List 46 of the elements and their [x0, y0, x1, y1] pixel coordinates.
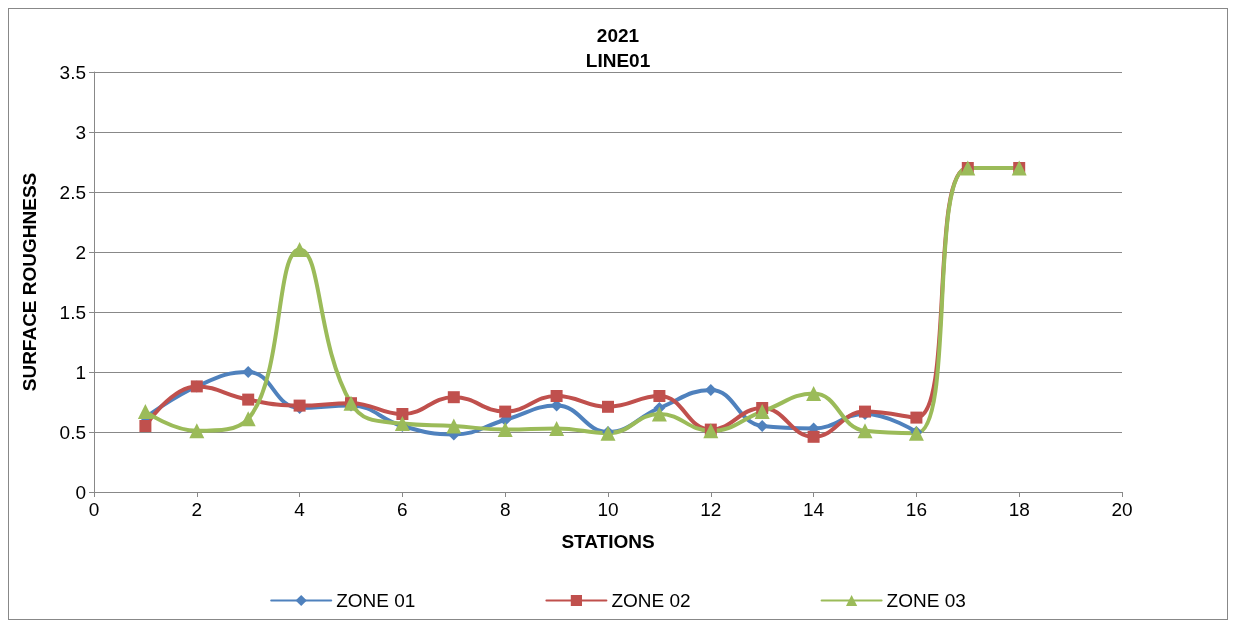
- x-tick-label: 2: [191, 499, 203, 520]
- point: [754, 404, 770, 420]
- point: [550, 390, 563, 402]
- y-tick-label: 3.5: [59, 61, 86, 83]
- point: [910, 411, 923, 424]
- x-tick-label: 20: [1111, 499, 1133, 520]
- y-tick-label: 2.5: [59, 181, 86, 203]
- y-tick-label: 1.5: [59, 301, 86, 323]
- point: [807, 430, 820, 443]
- legend-label: ZONE 02: [611, 590, 691, 611]
- x-axis-title: STATIONS: [561, 531, 655, 552]
- point: [653, 390, 666, 402]
- point: [396, 408, 409, 420]
- y-tick-label: 3: [75, 121, 86, 143]
- chart-subtitle: LINE01: [585, 50, 651, 71]
- x-tick-label: 8: [499, 499, 511, 520]
- point: [189, 423, 205, 439]
- point: [446, 418, 462, 434]
- point: [651, 406, 667, 422]
- point: [240, 411, 256, 427]
- x-tick-label: 12: [700, 499, 722, 520]
- point: [447, 391, 460, 404]
- x-tick-label: 18: [1008, 499, 1030, 520]
- chart-title: 2021: [596, 25, 640, 46]
- y-tick-label: 1: [75, 361, 86, 383]
- legend-label: ZONE 01: [336, 590, 416, 611]
- x-tick-label: 14: [803, 499, 825, 520]
- x-tick-label: 0: [88, 499, 100, 520]
- point: [497, 422, 513, 438]
- x-tick-label: 10: [597, 499, 619, 520]
- point: [394, 416, 410, 432]
- point: [292, 242, 308, 258]
- y-tick-label: 2: [75, 241, 86, 263]
- point: [806, 386, 822, 402]
- x-tick-label: 16: [905, 499, 927, 520]
- point: [242, 393, 255, 406]
- point: [499, 405, 512, 418]
- legend-label: ZONE 03: [886, 590, 966, 611]
- y-tick-label: 0: [75, 481, 86, 503]
- point: [549, 420, 565, 436]
- y-axis-title: SURFACE ROUGHNESS: [19, 172, 40, 392]
- x-tick-label: 4: [294, 499, 306, 520]
- y-tick-label: 0.5: [59, 421, 86, 443]
- point: [857, 423, 873, 439]
- x-tick-label: 6: [397, 499, 408, 520]
- point: [602, 400, 614, 413]
